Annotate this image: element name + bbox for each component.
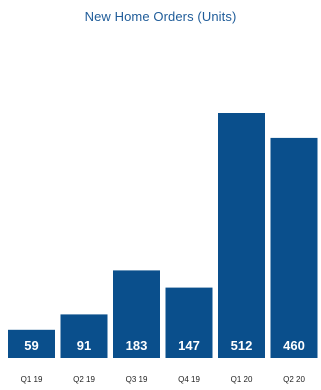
chart-title: New Home Orders (Units) [84,9,237,24]
data-label-q1-19: 59 [24,338,38,353]
data-label-q2-20: 460 [283,338,305,353]
bars-layer [8,113,318,358]
x-tick-label-q2-19: Q2 19 [73,375,95,384]
x-tick-label-q2-20: Q2 20 [283,375,305,384]
data-labels-layer: 59 91 183 147 512 460 [24,338,305,353]
x-tick-label-q4-19: Q4 19 [178,375,200,384]
x-tick-labels-layer: Q1 19 Q2 19 Q3 19 Q4 19 Q1 20 Q2 20 [21,375,306,384]
data-label-q2-19: 91 [77,338,91,353]
bar-q1-20 [218,113,265,358]
data-label-q4-19: 147 [178,338,200,353]
data-label-q1-20: 512 [231,338,253,353]
bar-q2-20 [270,137,318,358]
bar-q4-19 [165,287,213,358]
bar-q3-19 [113,270,160,358]
data-label-q3-19: 183 [126,338,148,353]
x-tick-label-q3-19: Q3 19 [126,375,148,384]
bar-q1-19 [8,329,55,358]
bar-q2-19 [60,314,108,358]
x-tick-label-q1-20: Q1 20 [231,375,253,384]
x-tick-label-q1-19: Q1 19 [21,375,43,384]
